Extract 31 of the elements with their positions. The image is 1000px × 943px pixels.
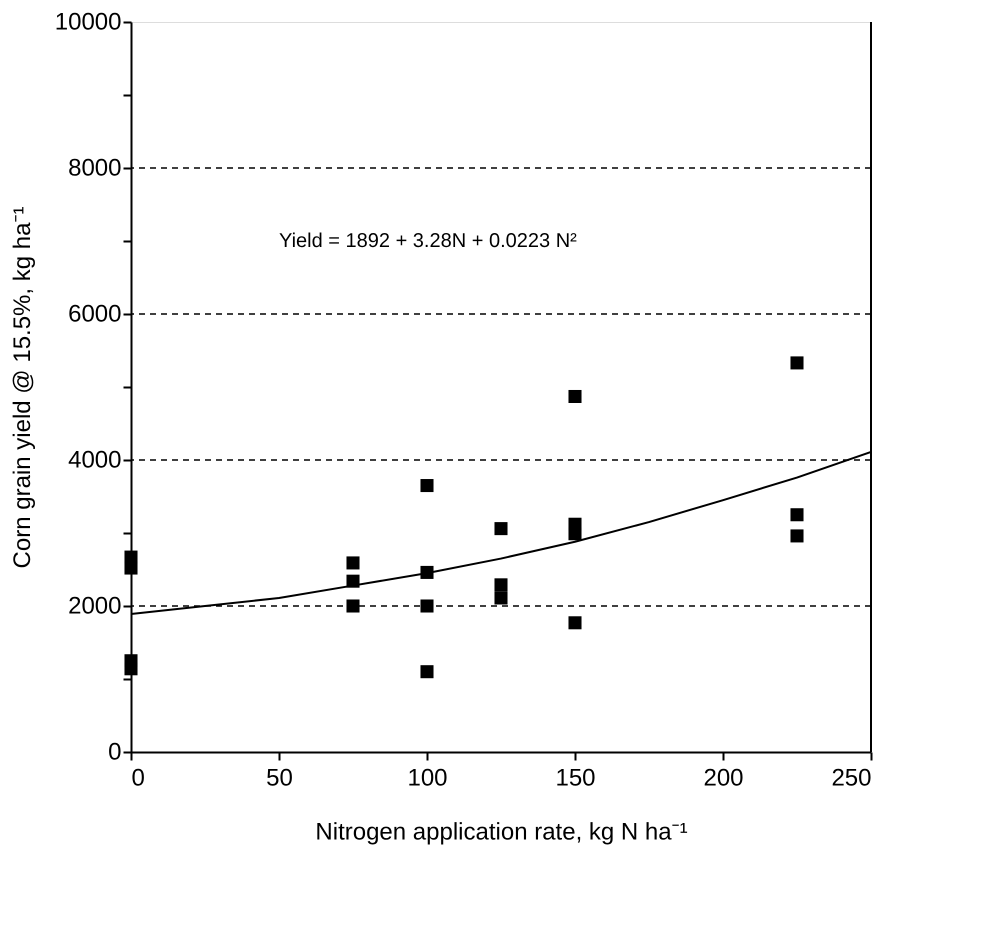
point (494, 578, 508, 592)
x-tick-label: 0 (132, 764, 145, 792)
point (124, 662, 138, 676)
y-axis-title: Corn grain yield @ 15.5%, kg ha⁻¹ (8, 206, 36, 568)
point (346, 556, 360, 570)
point (420, 665, 434, 678)
point (494, 591, 508, 604)
y-tick-label: 4000 (68, 446, 122, 474)
y-tick-label: 0 (108, 738, 122, 766)
y-tick-label: 2000 (68, 592, 122, 620)
point (494, 522, 508, 536)
point (790, 529, 804, 542)
y-tick-label: 10000 (54, 8, 122, 36)
point (790, 356, 804, 370)
x-tick-label: 200 (703, 764, 744, 792)
x-tick-label: 100 (407, 764, 448, 792)
point (790, 508, 804, 522)
point (568, 390, 582, 404)
x-tick-label: 50 (266, 764, 293, 792)
point (568, 527, 582, 540)
annotation: Yield = 1892 + 3.28N + 0.0223 N² (279, 230, 578, 252)
point (420, 599, 434, 613)
y-tick-label: 6000 (68, 300, 122, 328)
point (124, 562, 138, 575)
point (568, 616, 582, 630)
x-tick-label: 250 (831, 764, 872, 792)
y-tick-label: 8000 (68, 154, 122, 182)
point (420, 479, 434, 492)
x-axis-title: Nitrogen application rate, kg N ha⁻¹ (315, 818, 688, 846)
point (346, 599, 360, 613)
x-tick-label: 150 (555, 764, 596, 792)
